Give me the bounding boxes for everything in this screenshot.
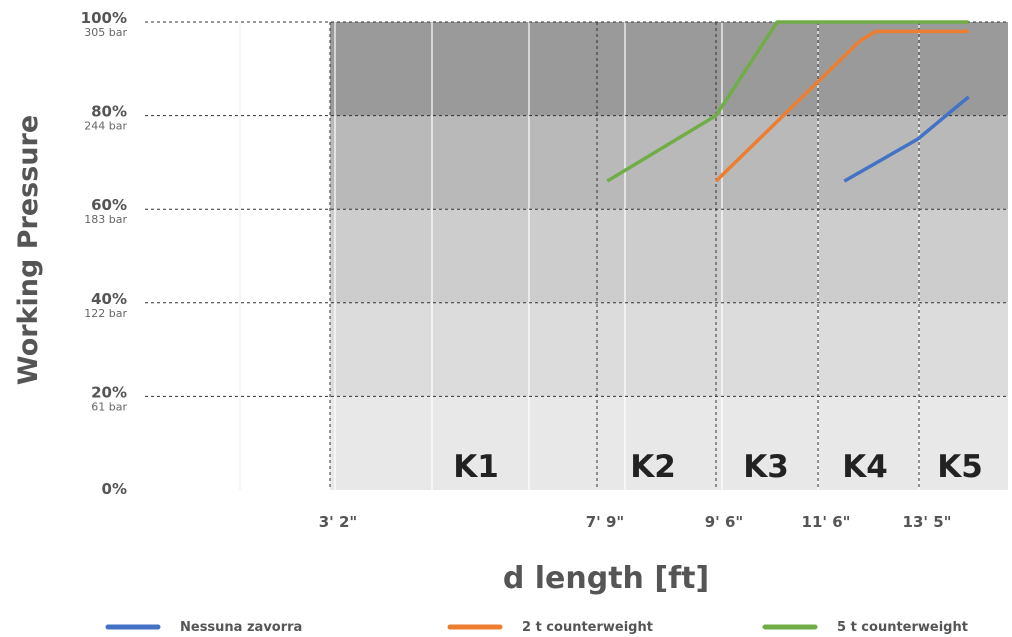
y-axis-ticks: 0% 20%61 bar 40%122 bar 60%183 bar 80%244 ba… <box>81 9 128 498</box>
x-tick-label: 9' 6" <box>705 513 744 531</box>
pressure-band <box>330 302 1008 397</box>
series-line <box>714 29 969 183</box>
y-tick-sublabel: 183 bar <box>84 213 127 226</box>
x-tick-label: 11' 6" <box>802 513 851 531</box>
y-tick-label: 60% <box>91 196 127 214</box>
zone-label: K4 <box>842 449 888 485</box>
zone-label: K1 <box>453 449 499 485</box>
zone-label: K5 <box>937 449 983 485</box>
pressure-band <box>330 115 1008 210</box>
series-line <box>843 95 970 183</box>
legend: Nessuna zavorra 2 t counterweight 5 t coun… <box>105 620 968 635</box>
x-tick-label: 7' 9" <box>586 513 625 531</box>
y-tick-sublabel: 244 bar <box>84 120 127 133</box>
pressure-band <box>330 209 1008 303</box>
pressure-band <box>330 396 1008 490</box>
x-tick-label: 3' 2" <box>319 513 358 531</box>
y-tick-label: 40% <box>91 290 127 308</box>
series-line <box>606 20 969 183</box>
legend-label: Nessuna zavorra <box>180 620 302 635</box>
y-tick-label: 100% <box>81 9 127 27</box>
zone-labels: K1 K2 K3 K4 K5 <box>453 449 983 485</box>
grid-lines <box>145 21 1008 490</box>
x-tick-label: 13' 5" <box>903 513 952 531</box>
y-tick-label: 80% <box>91 103 127 121</box>
pressure-band <box>330 22 1008 116</box>
y-tick-sublabel: 122 bar <box>84 307 127 320</box>
x-axis-ticks: 3' 2" 7' 9" 9' 6" 11' 6" 13' 5" <box>319 513 952 531</box>
legend-label: 5 t counterweight <box>837 620 968 635</box>
y-tick-label: 20% <box>91 383 127 401</box>
x-axis-label: d length [ft] <box>503 561 709 596</box>
y-tick-sublabel: 61 bar <box>91 400 127 413</box>
y-axis-label: Working Pressure <box>13 115 44 385</box>
legend-label: 2 t counterweight <box>522 620 653 635</box>
zone-label: K2 <box>630 449 676 485</box>
zone-label: K3 <box>743 449 789 485</box>
pressure-bands <box>330 22 1008 490</box>
series-lines <box>606 20 970 183</box>
y-tick-label: 0% <box>102 480 127 498</box>
y-tick-sublabel: 305 bar <box>84 26 127 39</box>
